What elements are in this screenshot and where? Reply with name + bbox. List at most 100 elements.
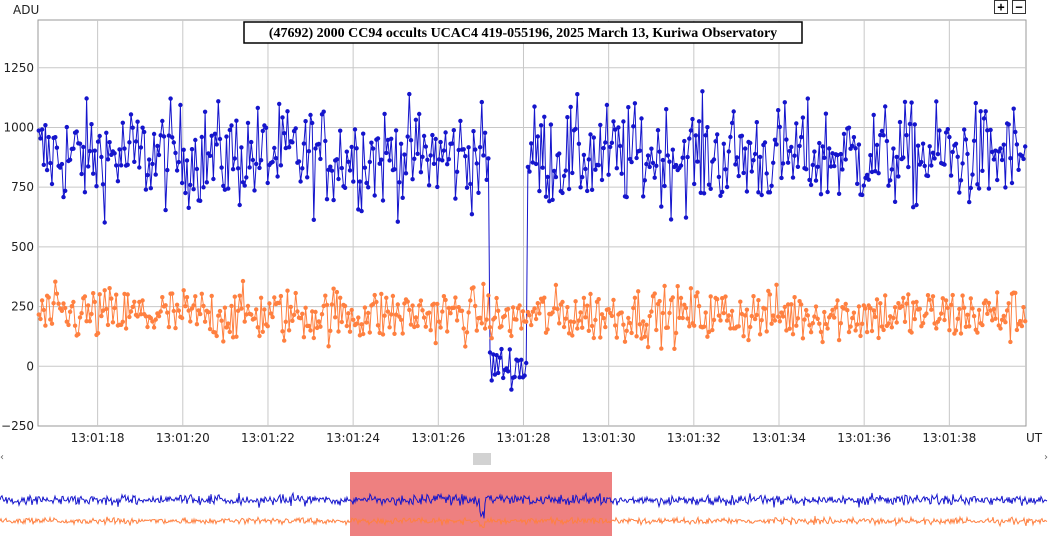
data-point [1013,129,1018,135]
data-point [593,167,598,172]
data-point [398,141,404,146]
data-point [336,329,341,334]
data-point [199,134,204,140]
data-point [346,159,351,164]
data-point [586,157,591,162]
data-point [466,145,471,150]
data-point [925,293,931,298]
data-point [934,326,939,331]
data-point [166,133,172,138]
data-point [158,309,163,314]
data-point [830,151,835,156]
data-point [473,147,478,152]
data-point [710,327,715,333]
data-point [107,286,112,291]
data-point [48,317,53,322]
data-point [100,308,106,313]
data-point [700,89,705,94]
data-point [566,186,572,192]
data-point [565,305,570,310]
data-point [751,294,756,299]
data-point [990,149,995,155]
data-point [902,99,908,105]
data-point [792,295,797,300]
data-point [107,140,112,145]
data-point [379,157,384,162]
data-point [723,167,728,172]
data-point [894,154,899,160]
zoom-in-button[interactable]: + [994,0,1008,14]
data-point [150,161,155,167]
data-point [49,181,55,187]
data-point [545,174,550,180]
data-point [273,156,279,161]
data-point [143,187,149,192]
data-point [802,317,807,322]
data-point [226,186,231,191]
data-point [754,312,759,318]
data-point [596,163,601,168]
data-point [421,133,427,139]
data-point [39,127,45,132]
data-point [272,295,277,300]
data-point [589,323,595,329]
data-point [505,369,511,374]
data-point [331,286,336,291]
data-point [166,324,172,330]
data-point [927,297,932,302]
data-point [876,335,881,341]
data-point [303,119,308,124]
scrollbar-thumb[interactable] [473,453,491,465]
data-point [650,160,656,166]
data-point [395,219,400,224]
scroll-right-arrow-icon[interactable]: › [1044,452,1048,463]
data-point [878,301,883,306]
data-point [336,176,341,182]
scroll-left-arrow-icon[interactable]: ‹ [0,452,4,463]
data-point [1014,142,1020,147]
data-point [825,326,830,331]
data-series [36,89,1028,392]
data-point [757,154,763,160]
data-point [953,328,959,333]
data-point [415,151,420,156]
overview-selection-window[interactable] [350,472,612,536]
data-point [207,326,213,332]
data-point [237,202,242,208]
data-point [230,335,236,340]
data-point [331,197,336,203]
data-point [542,295,547,300]
data-point [509,387,514,392]
data-point [855,181,860,186]
data-point [1006,301,1011,306]
data-point [323,293,328,298]
data-point [234,334,239,339]
data-point [221,339,226,344]
data-point [97,133,102,139]
data-point [971,313,977,319]
data-point [593,317,598,323]
data-point [494,353,499,358]
data-point [84,319,89,324]
data-point [1022,319,1028,324]
horizontal-scrollbar[interactable]: ‹ › [0,452,1048,466]
data-point [911,205,916,210]
data-point [830,307,835,313]
data-point [95,331,101,336]
data-point [782,100,787,105]
data-point [377,161,382,166]
data-point [79,171,84,177]
data-point [339,165,344,171]
data-point [137,299,142,305]
data-point [258,158,264,163]
data-point [649,309,654,314]
data-point [303,305,308,310]
data-point [412,156,417,161]
zoom-out-button[interactable]: − [1012,0,1026,14]
data-point [843,157,848,162]
overview-navigator[interactable] [0,472,1048,536]
data-point [535,134,540,139]
data-point [84,96,89,101]
data-point [319,312,325,317]
data-point [655,128,661,133]
